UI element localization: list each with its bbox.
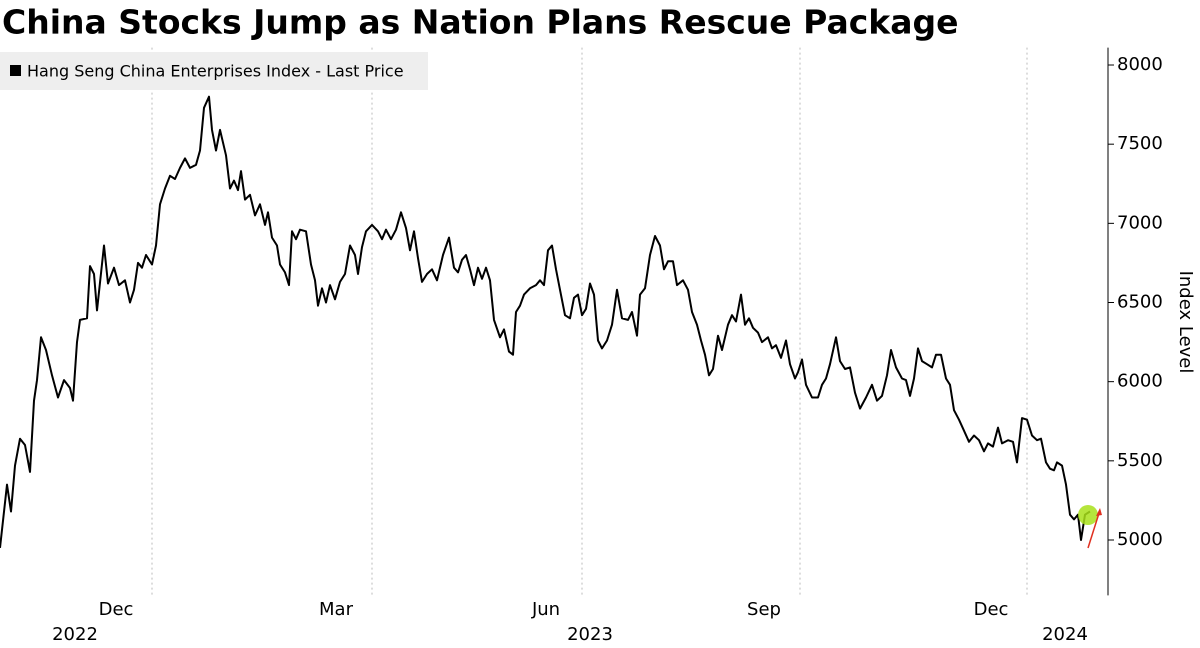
y-tick-label: 5000 xyxy=(1117,529,1163,550)
x-tick-label: Dec xyxy=(99,599,134,620)
y-tick-label: 7500 xyxy=(1117,133,1163,154)
legend-box xyxy=(0,52,428,90)
y-tick-label: 8000 xyxy=(1117,54,1163,75)
x-year-label: 2023 xyxy=(567,624,613,645)
x-tick-label: Dec xyxy=(974,599,1009,620)
legend-swatch xyxy=(10,65,21,76)
y-tick-label: 7000 xyxy=(1117,212,1163,233)
x-year-label: 2024 xyxy=(1042,624,1088,645)
y-tick-label: 6000 xyxy=(1117,371,1163,392)
x-tick-label: Mar xyxy=(319,599,354,620)
y-tick-label: 6500 xyxy=(1117,292,1163,313)
y-axis-label: Index Level xyxy=(1175,271,1196,374)
x-tick-label: Jun xyxy=(531,599,560,620)
x-tick-label: Sep xyxy=(747,599,781,620)
x-year-label: 2022 xyxy=(52,624,98,645)
chart-title: China Stocks Jump as Nation Plans Rescue… xyxy=(2,3,959,42)
arrow-head xyxy=(1096,508,1102,516)
y-tick-label: 5500 xyxy=(1117,450,1163,471)
annotation-arrow xyxy=(1087,509,1101,549)
price-line xyxy=(0,95,1091,549)
highlight-dot xyxy=(1078,505,1098,525)
legend-label: Hang Seng China Enterprises Index - Last… xyxy=(27,62,404,81)
